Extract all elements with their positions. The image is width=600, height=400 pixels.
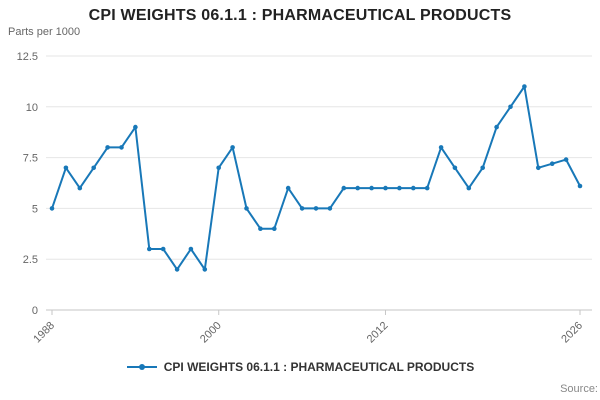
data-point-marker[interactable] [105,145,110,150]
line-chart-canvas: 0 2.5 5 7.5 10 12.5 1988 2000 2012 2026 [17,51,592,346]
data-point-marker[interactable] [549,161,555,166]
data-point-marker[interactable] [119,145,124,150]
legend-line-marker-icon [126,364,157,370]
data-point-marker[interactable] [508,104,513,110]
data-point-marker[interactable] [230,145,235,150]
data-point-marker[interactable] [494,124,499,130]
data-point-marker[interactable] [63,165,69,171]
data-point-marker[interactable] [327,206,333,211]
data-point-marker[interactable] [480,165,486,171]
data-point-marker[interactable] [563,157,569,162]
data-point-marker[interactable] [285,185,291,191]
x-tick-label: 2000 [198,320,224,346]
data-point-marker[interactable] [452,165,458,171]
y-axis-units-label: Parts per 1000 [8,26,81,38]
y-tick-label: 12.5 [17,51,38,63]
data-point-marker[interactable] [411,185,416,191]
data-point-marker[interactable] [369,185,374,191]
data-point-marker[interactable] [258,226,263,231]
source-attribution: Source: [560,383,598,395]
data-point-marker[interactable] [174,267,180,272]
y-tick-label: 5 [32,203,38,215]
data-point-marker[interactable] [77,185,83,191]
data-point-marker[interactable] [272,226,277,231]
y-tick-label: 7.5 [23,153,38,165]
x-tick-label: 2012 [365,320,391,346]
series-line [51,85,581,271]
data-point-marker[interactable] [244,206,249,211]
data-point-marker[interactable] [466,185,472,191]
y-tick-label: 0 [32,305,38,317]
data-point-marker[interactable] [91,165,96,171]
data-point-marker[interactable] [160,246,166,252]
y-tick-label: 2.5 [23,254,38,266]
data-point-marker[interactable] [299,206,305,211]
x-tick-label: 2026 [559,320,585,346]
data-point-marker[interactable] [216,165,221,171]
y-tick-label: 10 [26,102,38,114]
data-point-marker[interactable] [536,165,541,171]
data-point-marker[interactable] [577,183,583,189]
legend-item[interactable]: CPI WEIGHTS 06.1.1 : PHARMACEUTICAL PROD… [0,360,600,374]
data-point-marker[interactable] [188,246,194,252]
data-point-marker[interactable] [202,267,208,272]
data-point-marker[interactable] [522,84,527,89]
legend-series-label: CPI WEIGHTS 06.1.1 : PHARMACEUTICAL PROD… [163,360,475,374]
data-point-marker[interactable] [397,185,402,191]
chart-title: CPI WEIGHTS 06.1.1 : PHARMACEUTICAL PROD… [88,7,512,24]
data-point-marker[interactable] [313,206,319,211]
data-point-marker[interactable] [133,124,138,130]
data-point-marker[interactable] [49,206,55,211]
data-point-marker[interactable] [383,185,388,191]
data-point-marker[interactable] [341,185,347,191]
data-point-marker[interactable] [355,185,361,191]
x-tick-label: 1988 [31,320,57,346]
data-point-marker[interactable] [424,185,430,191]
data-point-marker[interactable] [147,246,152,252]
data-point-marker[interactable] [438,145,444,150]
